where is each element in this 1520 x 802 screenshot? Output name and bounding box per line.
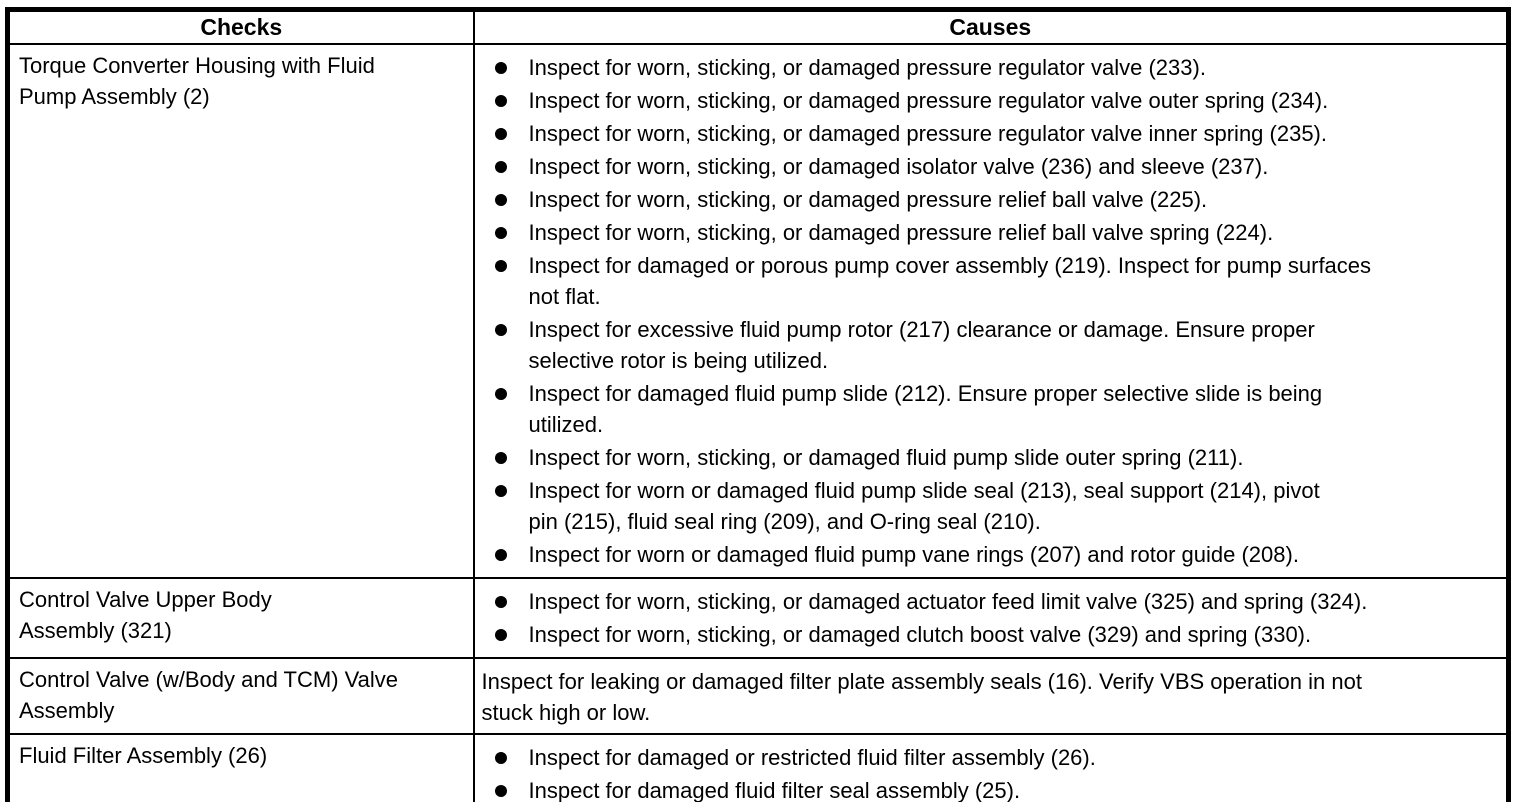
bullet-icon (494, 388, 507, 400)
cause-item: Inspect for worn, sticking, or damaged p… (475, 85, 1501, 116)
table-row-fluid-filter-assembly: Fluid Filter Assembly (26) Inspect for d… (6, 733, 1510, 802)
cause-text: Inspect for worn, sticking, or damaged p… (528, 88, 1329, 113)
cause-item: Inspect for worn, sticking, or damaged p… (475, 184, 1501, 215)
cause-text: Inspect for damaged or porous pump cover… (528, 253, 1372, 309)
table-header-row: Checks Causes (6, 8, 1510, 45)
causes-cell: Inspect for damaged or restricted fluid … (472, 733, 1510, 802)
cause-item: Inspect for damaged fluid filter seal as… (475, 775, 1501, 802)
cause-text: Inspect for damaged fluid pump slide (21… (528, 381, 1323, 437)
bullet-icon (494, 785, 507, 797)
bullet-icon (494, 485, 507, 497)
cause-item: Inspect for damaged or restricted fluid … (475, 742, 1501, 773)
cause-item: Inspect for worn, sticking, or damaged p… (475, 118, 1501, 149)
cause-item: Inspect for worn, sticking, or damaged c… (475, 619, 1501, 650)
cause-text: Inspect for worn or damaged fluid pump v… (528, 542, 1299, 567)
cause-text: Inspect for leaking or damaged filter pl… (481, 669, 1362, 725)
cause-text: Inspect for worn, sticking, or damaged a… (528, 589, 1368, 614)
bullet-icon (494, 128, 507, 140)
bullet-icon (494, 752, 507, 764)
check-cell: Control Valve (w/Body and TCM) Valve Ass… (6, 657, 475, 735)
cause-text: Inspect for worn, sticking, or damaged p… (528, 220, 1274, 245)
table-row-control-valve-upper-body: Control Valve Upper Body Assembly (321) … (6, 577, 1510, 659)
bullet-icon (494, 161, 507, 173)
bullet-icon (494, 95, 507, 107)
bullet-icon (494, 194, 507, 206)
cause-text: Inspect for worn, sticking, or damaged p… (528, 187, 1208, 212)
cause-text: Inspect for worn, sticking, or damaged p… (528, 121, 1328, 146)
bullet-icon (494, 260, 507, 272)
checks-causes-table: Checks Causes Torque Converter Housing w… (5, 7, 1511, 802)
cause-text: Inspect for worn, sticking, or damaged f… (528, 445, 1244, 470)
bullet-icon (494, 629, 507, 641)
bullet-icon (494, 549, 507, 561)
cause-item: Inspect for damaged fluid pump slide (21… (475, 378, 1501, 440)
bullet-icon (494, 227, 507, 239)
table-row-torque-converter-housing: Torque Converter Housing with Fluid Pump… (6, 43, 1510, 579)
cause-item: Inspect for worn or damaged fluid pump v… (475, 539, 1501, 570)
cause-item: Inspect for worn, sticking, or damaged p… (475, 217, 1501, 248)
causes-cell: Inspect for leaking or damaged filter pl… (472, 657, 1510, 735)
cause-item: Inspect for worn or damaged fluid pump s… (475, 475, 1501, 537)
cause-item: Inspect for excessive fluid pump rotor (… (475, 314, 1501, 376)
bullet-icon (494, 324, 507, 336)
causes-cell: Inspect for worn, sticking, or damaged a… (472, 577, 1510, 659)
cause-item: Inspect for worn, sticking, or damaged f… (475, 442, 1501, 473)
cause-text: Inspect for excessive fluid pump rotor (… (528, 317, 1315, 373)
cause-text: Inspect for damaged or restricted fluid … (528, 745, 1096, 770)
bullet-icon (494, 62, 507, 74)
bullet-icon (494, 596, 507, 608)
cause-text: Inspect for damaged fluid filter seal as… (528, 778, 1021, 802)
cause-text: Inspect for worn, sticking, or damaged p… (528, 55, 1206, 80)
cause-text: Inspect for worn, sticking, or damaged c… (528, 622, 1312, 647)
check-cell: Control Valve Upper Body Assembly (321) (6, 577, 475, 659)
table-row-control-valve-tcm: Control Valve (w/Body and TCM) Valve Ass… (6, 657, 1510, 735)
check-cell: Torque Converter Housing with Fluid Pump… (6, 43, 475, 579)
cause-text: Inspect for worn or damaged fluid pump s… (528, 478, 1320, 534)
column-header-causes: Causes (472, 8, 1510, 45)
bullet-icon (494, 452, 507, 464)
column-header-checks: Checks (6, 8, 475, 45)
check-cell: Fluid Filter Assembly (26) (6, 733, 475, 802)
cause-text: Inspect for worn, sticking, or damaged i… (528, 154, 1269, 179)
cause-item: Inspect for damaged or porous pump cover… (475, 250, 1501, 312)
cause-item: Inspect for worn, sticking, or damaged i… (475, 151, 1501, 182)
cause-item: Inspect for worn, sticking, or damaged a… (475, 586, 1501, 617)
causes-cell: Inspect for worn, sticking, or damaged p… (472, 43, 1510, 579)
cause-item: Inspect for worn, sticking, or damaged p… (475, 52, 1501, 83)
